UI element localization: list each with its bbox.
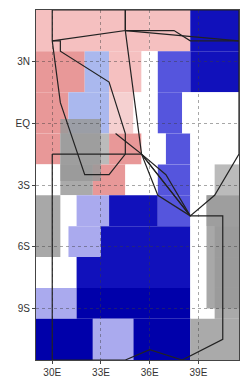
svg-text:39E: 39E [190,367,208,378]
svg-text:3S: 3S [18,180,31,191]
svg-text:33E: 33E [92,367,110,378]
svg-text:30E: 30E [43,367,61,378]
svg-text:6S: 6S [18,241,31,252]
svg-text:EQ: EQ [16,118,31,129]
svg-text:3N: 3N [17,56,30,67]
svg-text:36E: 36E [141,367,159,378]
svg-text:9S: 9S [18,303,31,314]
